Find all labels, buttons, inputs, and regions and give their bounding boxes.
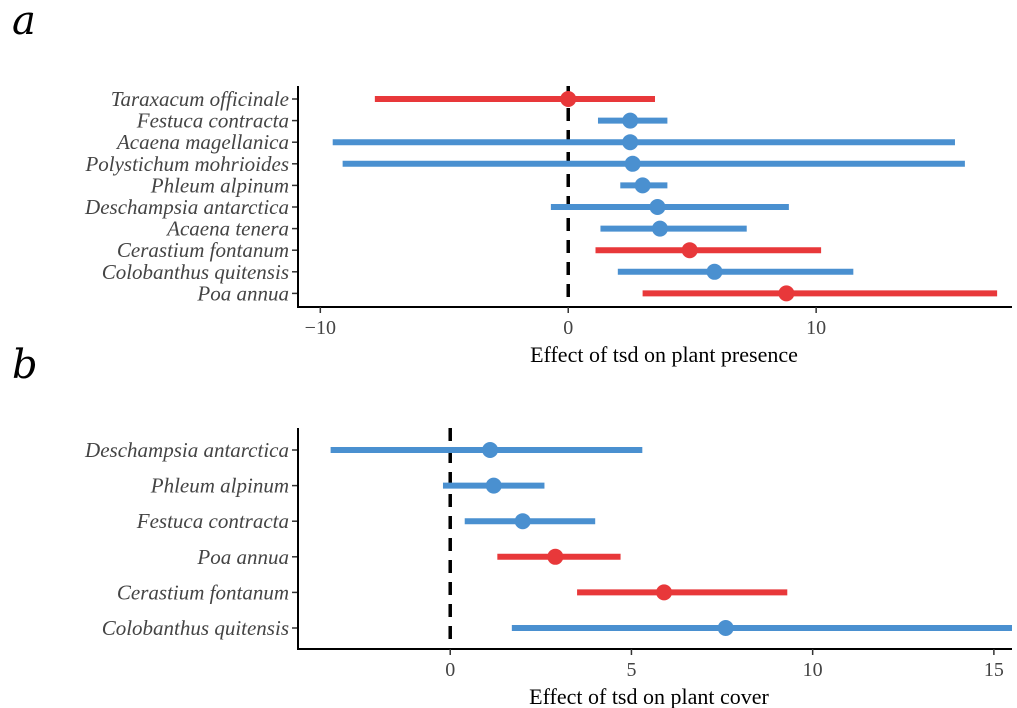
estimate-point: [622, 112, 639, 129]
panel-a-row: [342, 155, 965, 172]
panel-a-marks: [332, 86, 998, 307]
panel-b: b Deschampsia antarctica Phleum alpinum Fe…: [12, 342, 1012, 708]
category-label: Festuca contracta: [136, 109, 289, 133]
category-label: Cerastium fontanum: [117, 580, 289, 604]
x-tick-label: −10: [305, 317, 336, 339]
category-label: Festuca contracta: [136, 509, 289, 533]
estimate-point: [778, 285, 795, 302]
category-label: Colobanthus quitensis: [102, 616, 289, 640]
panel-b-x-axis-title: Effect of tsd on plant cover: [529, 684, 769, 708]
category-label: Phleum alpinum: [150, 173, 289, 197]
estimate-point: [482, 442, 499, 458]
panel-a-row: [620, 177, 668, 194]
category-label: Cerastium fontanum: [117, 238, 289, 262]
estimate-point: [560, 91, 577, 107]
panel-a-x-axis-title: Effect of tsd on plant presence: [530, 342, 798, 367]
estimate-point: [706, 263, 723, 280]
estimate-point: [656, 584, 673, 601]
category-label: Poa annua: [196, 281, 289, 305]
panel-a-row: [374, 91, 655, 107]
panel-a-row: [597, 112, 668, 129]
category-label: Phleum alpinum: [150, 474, 289, 498]
panel-a-row: [617, 263, 854, 280]
panel-a-row: [550, 199, 789, 215]
category-label: Deschampsia antarctica: [84, 438, 289, 462]
x-tick-label: 10: [803, 659, 823, 681]
x-tick-label: 10: [806, 317, 826, 339]
panel-b-row: [577, 584, 788, 601]
category-label: Poa annua: [196, 545, 289, 569]
category-label: Acaena magellanica: [115, 130, 289, 154]
panel-b-letter: b: [12, 342, 38, 388]
estimate-point: [717, 620, 734, 636]
panel-a-letter: a: [12, 0, 36, 44]
estimate-point: [624, 155, 641, 172]
category-label: Taraxacum officinale: [111, 87, 289, 111]
x-tick-label: 0: [563, 317, 573, 339]
panel-b-row: [464, 513, 596, 530]
estimate-point: [651, 220, 668, 237]
panel-a-row: [595, 242, 822, 259]
panel-b-row: [330, 442, 643, 458]
category-label: Polystichum mohrioides: [84, 152, 289, 176]
panel-a-x-ticks: −10 0 10: [305, 307, 826, 339]
estimate-point: [514, 513, 531, 530]
x-tick-label: 15: [984, 659, 1004, 681]
x-tick-label: 0: [445, 659, 455, 681]
panel-b-x-ticks: 0 5 10 15: [445, 649, 1004, 681]
panel-b-marks: [330, 428, 1012, 649]
estimate-point: [622, 134, 639, 151]
category-label: Colobanthus quitensis: [102, 260, 289, 284]
panel-b-row: [497, 548, 621, 565]
estimate-point: [547, 548, 564, 565]
estimate-point: [681, 242, 698, 259]
panel-a-row: [600, 220, 747, 237]
panel-a-row: [332, 134, 955, 151]
estimate-point: [485, 477, 502, 494]
estimate-point: [634, 177, 651, 194]
panel-a-row: [642, 285, 998, 302]
category-label: Acaena tenera: [165, 217, 289, 241]
x-tick-label: 5: [626, 659, 636, 681]
estimate-point: [649, 199, 666, 215]
panel-b-category-labels: Deschampsia antarctica Phleum alpinum Fest…: [84, 438, 298, 640]
category-label: Deschampsia antarctica: [84, 195, 289, 219]
panel-b-row: [442, 477, 545, 494]
panel-b-row: [511, 620, 1012, 636]
